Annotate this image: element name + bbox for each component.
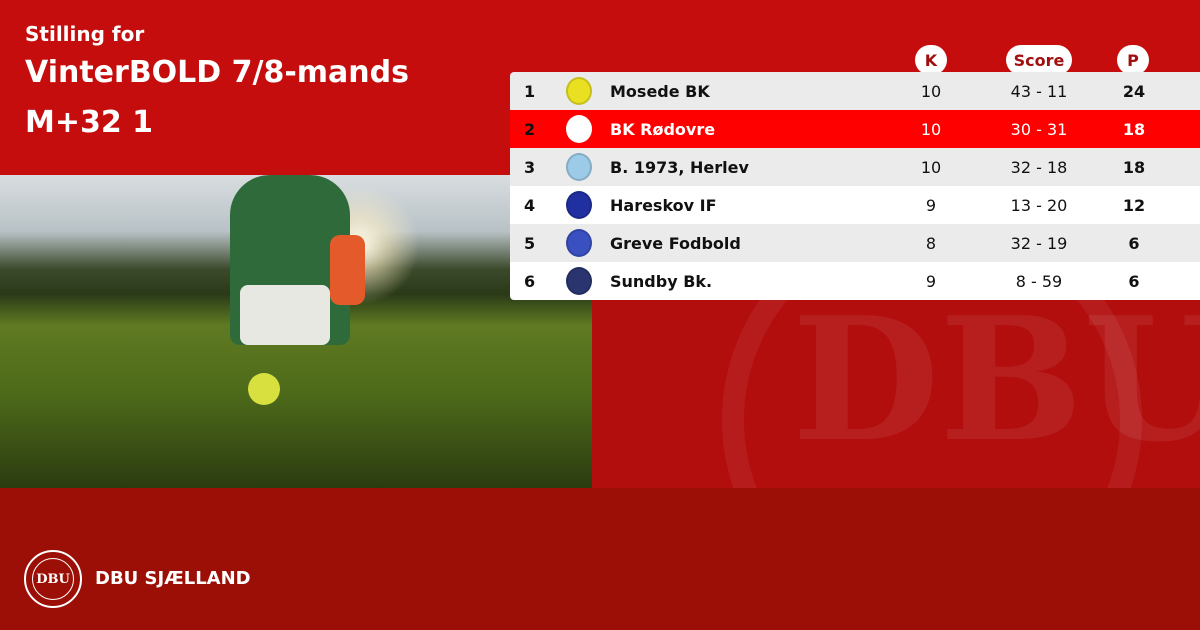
matches-played: 10 (920, 81, 942, 101)
rank: 5 (524, 233, 536, 253)
rank: 1 (524, 81, 536, 101)
team-name: Sundby Bk. (610, 271, 713, 291)
table-row: 4 Hareskov IF 9 13 - 20 12 (510, 186, 1200, 224)
matches-played: 10 (920, 119, 942, 139)
team-name: B. 1973, Herlev (610, 157, 749, 177)
team-crest-icon (566, 191, 592, 219)
subtitle: Stilling for (25, 22, 145, 46)
brand-name: DBU SJÆLLAND (95, 568, 251, 589)
matches-played: 10 (920, 157, 942, 177)
footer-band (0, 488, 1200, 630)
team-crest-icon (566, 229, 592, 257)
team-name: Hareskov IF (610, 195, 717, 215)
standings-table: 1 Mosede BK 10 43 - 11 24 2 BK Rødovre 10… (510, 72, 1200, 300)
table-row: 2 BK Rødovre 10 30 - 31 18 (510, 110, 1200, 148)
team-name: Mosede BK (610, 81, 710, 101)
dbu-watermark: DBU (592, 300, 1200, 488)
points: 18 (1122, 157, 1146, 177)
points: 6 (1128, 271, 1140, 291)
league-title: VinterBOLD 7/8-mands (25, 55, 409, 90)
points: 18 (1122, 119, 1146, 139)
team-name: Greve Fodbold (610, 233, 741, 253)
team-crest-icon (566, 77, 592, 105)
matches-played: 9 (925, 195, 937, 215)
team-crest-icon (566, 267, 592, 295)
matches-played: 9 (925, 271, 937, 291)
dbu-logo: DBU (24, 550, 82, 608)
rank: 3 (524, 157, 536, 177)
league-group: M+32 1 (25, 105, 154, 140)
team-crest-icon (566, 115, 592, 143)
table-row: 3 B. 1973, Herlev 10 32 - 18 18 (510, 148, 1200, 186)
table-row: 6 Sundby Bk. 9 8 - 59 6 (510, 262, 1200, 300)
header-p: P (1117, 45, 1149, 75)
table-row: 5 Greve Fodbold 8 32 - 19 6 (510, 224, 1200, 262)
points: 24 (1122, 81, 1146, 101)
goal-score: 43 - 11 (1010, 81, 1068, 101)
rank: 2 (524, 119, 536, 139)
points: 6 (1128, 233, 1140, 253)
goal-score: 32 - 18 (1010, 157, 1068, 177)
header-k: K (915, 45, 947, 75)
rank: 4 (524, 195, 536, 215)
points: 12 (1122, 195, 1146, 215)
rank: 6 (524, 271, 536, 291)
goal-score: 32 - 19 (1010, 233, 1068, 253)
goal-score: 30 - 31 (1010, 119, 1068, 139)
goal-score: 8 - 59 (1015, 271, 1063, 291)
goal-score: 13 - 20 (1010, 195, 1068, 215)
team-name: BK Rødovre (610, 119, 716, 139)
header-score: Score (1006, 45, 1072, 75)
football-photo (0, 175, 592, 488)
table-row: 1 Mosede BK 10 43 - 11 24 (510, 72, 1200, 110)
team-crest-icon (566, 153, 592, 181)
matches-played: 8 (925, 233, 937, 253)
